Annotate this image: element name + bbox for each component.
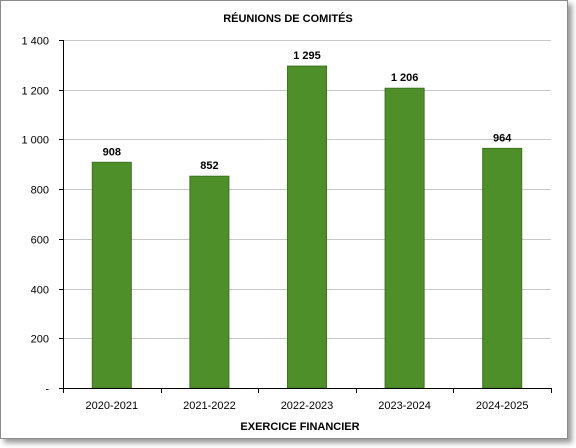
y-tick-label: 1 000 [21, 135, 49, 147]
x-tick-label: 2021-2022 [183, 400, 236, 412]
x-axis-label: EXERCICE FINANCIER [240, 421, 359, 433]
y-axis: - 200 400 600 800 1 000 1 200 1 400 [21, 36, 64, 396]
bar [384, 87, 425, 389]
x-tick-label: 2023-2024 [378, 400, 431, 412]
data-label: 908 [103, 146, 121, 158]
y-tick-label: 200 [31, 334, 49, 346]
bar [286, 65, 328, 389]
bars: 908 852 1 295 1 206 964 [91, 50, 523, 389]
bar [91, 161, 132, 389]
bar [189, 175, 230, 389]
data-label: 852 [200, 160, 218, 172]
y-tick-label: 1 400 [21, 36, 49, 48]
x-tick-label: 2024-2025 [476, 400, 529, 412]
y-tick-label: 400 [31, 285, 49, 297]
y-tick-label: 600 [31, 235, 49, 247]
data-label: 964 [493, 132, 512, 144]
data-label: 1 206 [391, 72, 419, 84]
x-tick-label: 2020-2021 [85, 400, 138, 412]
y-tick-label: 1 200 [21, 86, 49, 98]
x-tick-label: 2022-2023 [281, 400, 334, 412]
data-label: 1 295 [293, 50, 321, 62]
bar [482, 147, 523, 389]
chart-title: RÉUNIONS DE COMITÉS [223, 12, 353, 25]
y-tick-label: - [45, 384, 49, 396]
x-axis: 2020-2021 2021-2022 2022-2023 2023-2024 2024… [63, 388, 552, 412]
y-tick-label: 800 [31, 185, 49, 197]
